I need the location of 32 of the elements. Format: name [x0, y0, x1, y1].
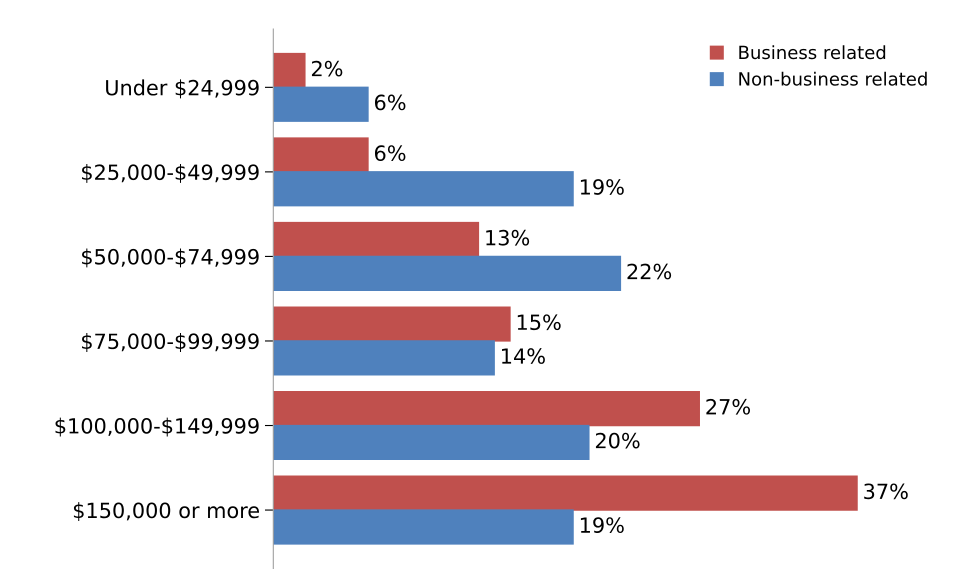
bar [273, 256, 622, 291]
y-tick-label: $25,000-$49,999 [82, 164, 259, 183]
data-label: 6% [374, 94, 406, 110]
bar [273, 476, 858, 511]
data-label: 20% [596, 432, 640, 448]
bar [273, 424, 590, 460]
bar [273, 509, 574, 545]
data-label: 14% [502, 348, 545, 364]
bar [273, 52, 306, 88]
bar [273, 340, 495, 376]
bar [273, 171, 574, 206]
data-label: 19% [580, 179, 624, 195]
bar [273, 137, 369, 173]
data-label: 15% [518, 314, 561, 330]
data-label: 2% [312, 60, 342, 76]
data-label: 6% [374, 145, 406, 162]
bar [273, 222, 480, 258]
y-tick-label: $100,000-$149,999 [56, 418, 259, 436]
y-tick-label: $50,000-$74,999 [82, 248, 259, 268]
data-label: 13% [486, 230, 530, 246]
data-label: 22% [627, 264, 672, 280]
data-label: 19% [580, 517, 624, 534]
legend-label: Business related [739, 45, 886, 60]
data-label: 27% [706, 398, 750, 415]
bar [273, 306, 511, 342]
y-tick-label: Under $24,999 [106, 79, 259, 98]
bar [273, 86, 369, 122]
legend-label: Non-business related [739, 72, 927, 86]
bar [273, 391, 700, 426]
y-tick-label: $75,000-$99,999 [82, 333, 259, 352]
y-tick-label: $150,000 or more [74, 502, 260, 522]
data-label: 37% [864, 483, 908, 500]
